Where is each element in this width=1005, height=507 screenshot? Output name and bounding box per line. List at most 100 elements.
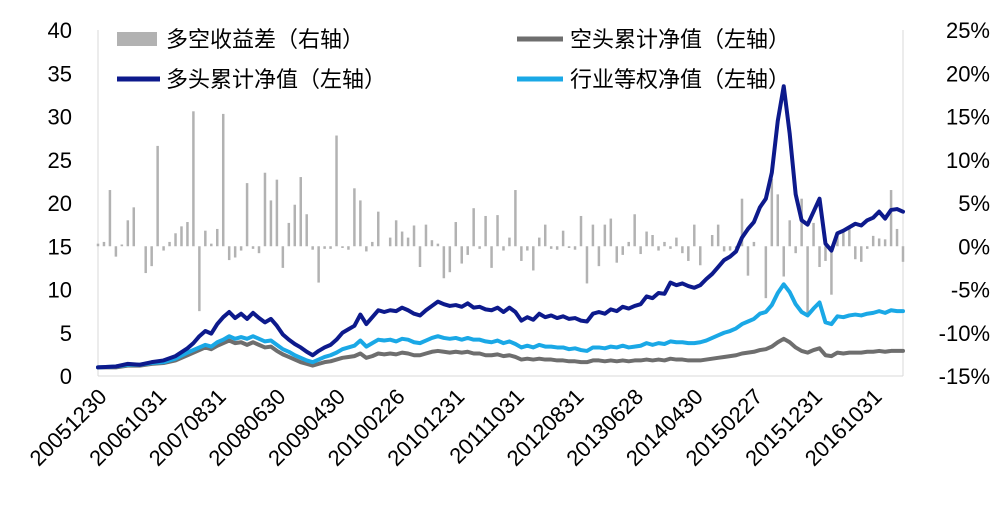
spread-bar: [198, 246, 201, 312]
spread-bar: [299, 177, 302, 247]
left-tick-label: 5: [60, 321, 72, 346]
spread-bar: [335, 135, 338, 247]
spread-bar: [400, 231, 404, 247]
spread-bar: [836, 235, 839, 247]
spread-bar: [597, 246, 601, 267]
spread-bar: [186, 222, 189, 247]
left-axis: 0 5 10 15 20 25 30 35 40: [48, 18, 72, 389]
spread-bar: [317, 246, 320, 283]
spread-bar: [848, 228, 851, 247]
spread-bar: [585, 246, 589, 284]
spread-bar: [788, 220, 791, 247]
spread-bar: [794, 246, 797, 254]
spread-bar: [150, 246, 153, 267]
spread-bar: [567, 246, 571, 248]
spread-bar: [681, 246, 684, 254]
spread-bar: [174, 233, 177, 247]
spread-bar: [394, 220, 398, 247]
spread-bar: [180, 226, 183, 247]
spread-bar: [281, 246, 285, 268]
spread-bar: [633, 214, 636, 247]
spread-bar: [818, 246, 821, 268]
spread-bar: [520, 246, 523, 261]
spread-bar: [883, 239, 887, 247]
spread-bar: [371, 241, 374, 247]
spread-bar: [895, 228, 899, 247]
spread-bar: [549, 246, 553, 249]
spread-bar: [478, 246, 481, 249]
spread-bar: [323, 246, 326, 249]
right-tick-label: 0%: [958, 234, 990, 259]
right-tick-label: 15%: [946, 105, 990, 130]
spread-bar: [210, 243, 213, 247]
legend: 多空收益差（右轴） 空头累计净值（左轴） 多头累计净值（左轴） 行业等权净值（左…: [117, 28, 790, 93]
spread-bar: [782, 246, 785, 277]
spread-bar: [233, 246, 237, 258]
right-tick-label: 25%: [946, 18, 990, 43]
spread-bars: [96, 111, 905, 316]
legend-label-spread: 多空收益差（右轴）: [166, 28, 364, 53]
spread-bar: [406, 237, 410, 247]
left-tick-label: 10: [48, 278, 72, 303]
spread-bar: [812, 222, 815, 247]
spread-bar: [860, 246, 863, 262]
long-line: [96, 84, 905, 370]
spread-bar: [239, 246, 243, 251]
spread-bar: [418, 246, 422, 268]
right-tick-label: -5%: [951, 278, 990, 303]
left-tick-label: 25: [48, 148, 72, 173]
spread-bar: [871, 235, 875, 247]
spread-bar: [603, 224, 607, 247]
spread-bar: [329, 246, 332, 249]
spread-bar: [287, 222, 291, 247]
spread-bar: [561, 230, 565, 247]
spread-bar: [430, 240, 434, 247]
spread-bar: [460, 246, 463, 264]
spread-bar: [484, 215, 487, 247]
spread-bar: [591, 224, 595, 247]
series-lines: [96, 84, 905, 370]
spread-bar: [245, 183, 249, 247]
spread-bar: [806, 246, 809, 316]
spread-bar: [776, 194, 780, 247]
short-line: [96, 336, 905, 370]
spread-bar: [257, 246, 261, 254]
spread-bar: [621, 246, 624, 255]
legend-label-industry: 行业等权净值（左轴）: [570, 68, 790, 93]
spread-bar: [353, 188, 356, 247]
spread-bar: [108, 190, 112, 247]
spread-bar: [639, 246, 642, 255]
spread-bar: [877, 238, 881, 247]
spread-bar: [448, 246, 452, 273]
spread-bar: [722, 246, 726, 252]
spread-bar: [269, 200, 273, 247]
spread-bar: [699, 246, 702, 266]
spread-bar: [752, 241, 756, 247]
spread-bar: [573, 246, 577, 250]
spread-bar: [472, 208, 475, 247]
industry-line: [96, 282, 905, 370]
spread-bar: [436, 243, 440, 247]
legend-label-short: 空头累计净值（左轴）: [570, 28, 790, 53]
spread-bar: [675, 237, 678, 247]
spread-bar: [341, 246, 344, 248]
spread-bar: [543, 224, 547, 247]
spread-bar: [508, 237, 511, 247]
spread-bar: [490, 246, 493, 268]
spread-bar: [156, 145, 159, 247]
spread-bar: [538, 237, 541, 247]
spread-bar: [710, 235, 714, 247]
spread-bar: [669, 246, 672, 249]
spread-bar: [627, 241, 630, 247]
spread-bar: [221, 113, 225, 247]
spread-bar: [865, 246, 869, 249]
spread-bar: [651, 235, 654, 247]
spread-bar: [263, 172, 267, 247]
spread-bar: [770, 178, 774, 247]
spread-bar: [746, 246, 750, 276]
spread-bar: [687, 246, 690, 261]
x-axis: 2005123020061031200708312008063020090430…: [25, 384, 887, 471]
spread-bar: [216, 228, 219, 247]
spread-bar: [144, 246, 147, 274]
